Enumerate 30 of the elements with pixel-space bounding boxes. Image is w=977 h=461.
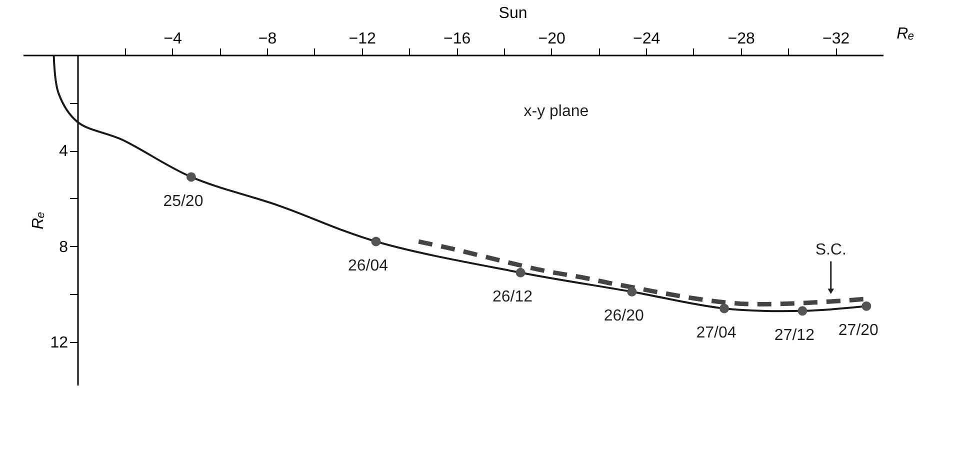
x-tick-label: −32 [822, 30, 850, 48]
annotation: 25/20 [163, 192, 204, 210]
x-tick-label: −4 [164, 30, 182, 48]
annotation: 26/04 [348, 258, 388, 275]
x-tick-label: −24 [633, 30, 660, 48]
point [186, 172, 196, 182]
y-tick-label: 4 [59, 143, 68, 160]
x-tick-label: −20 [538, 30, 566, 48]
point [371, 236, 381, 246]
x-tick-label: −28 [728, 30, 756, 48]
y-tick-label: 12 [50, 334, 68, 352]
annotation: S.C. [815, 241, 846, 258]
annotation: 27/04 [696, 324, 736, 342]
point [798, 306, 808, 316]
point [627, 287, 637, 296]
annotation: 26/12 [492, 288, 533, 306]
y-tick-label: 8 [59, 238, 68, 256]
x-tick-label: −8 [258, 30, 277, 48]
point [862, 301, 872, 311]
x-tick-label: −12 [348, 30, 376, 48]
x-axis-title: Rₑ [896, 26, 914, 42]
point [720, 304, 730, 314]
annotation: x-y plane [524, 103, 589, 120]
annotation: 27/20 [838, 322, 879, 340]
x-tick-label: −16 [443, 30, 471, 48]
point [516, 268, 526, 278]
annotation: 26/20 [604, 308, 644, 325]
chart-title: Sun [498, 5, 528, 22]
annotation: 27/12 [774, 326, 815, 344]
y-axis-title: Rₑ [30, 212, 48, 230]
